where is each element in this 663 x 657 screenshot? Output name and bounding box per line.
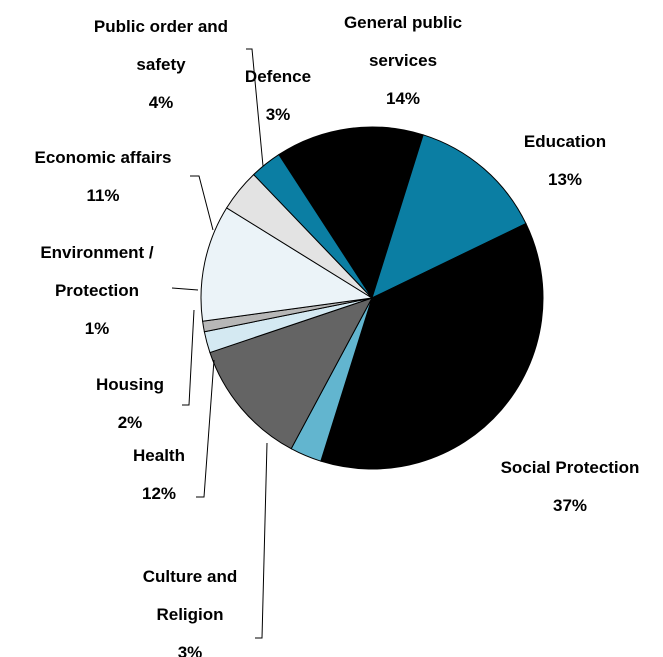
slice-name: Protection [55, 281, 139, 300]
slice-name: Economic affairs [35, 148, 172, 167]
slice-labels: General public services 14% Education 13% Soc… [35, 13, 640, 657]
slice-percent: 4% [149, 93, 174, 112]
leader-line [255, 442, 268, 639]
leader-line [190, 175, 214, 231]
slice-name: safety [136, 55, 186, 74]
pie-slice-health [209, 297, 374, 450]
slice-label: Public order and safety 4% [94, 17, 228, 112]
slice-name: services [369, 51, 437, 70]
slice-name: General public [344, 13, 462, 32]
slice-name: Religion [156, 605, 223, 624]
slice-percent: 13% [548, 170, 582, 189]
slice-label: Housing 2% [96, 375, 164, 432]
slice-name: Environment / [40, 243, 154, 262]
slice-percent: 12% [142, 484, 176, 503]
slice-label: Health 12% [133, 446, 185, 503]
pie-slices [200, 126, 544, 470]
slice-label: General public services 14% [344, 13, 462, 108]
slice-label: Education 13% [524, 132, 606, 189]
leader-line [196, 359, 215, 498]
slice-name: Health [133, 446, 185, 465]
slice-label: Defence 3% [245, 67, 311, 124]
slice-percent: 11% [86, 186, 119, 205]
leader-line [182, 309, 195, 406]
slice-name: Defence [245, 67, 311, 86]
slice-label: Environment / Protection 1% [40, 243, 154, 338]
slice-name: Education [524, 132, 606, 151]
slice-percent: 37% [553, 496, 587, 515]
pie-slice-economic-affairs [200, 207, 374, 322]
slice-name: Culture and [143, 567, 237, 586]
pie-slice-general-public-services [278, 126, 424, 300]
slice-name: Public order and [94, 17, 228, 36]
slice-percent: 14% [386, 89, 420, 108]
slice-name: Housing [96, 375, 164, 394]
slice-percent: 2% [118, 413, 143, 432]
leader-line [246, 48, 264, 167]
pie-slice-defence [252, 153, 373, 299]
leader-line [171, 287, 199, 291]
pie-slice-social-protection [320, 222, 544, 470]
slice-percent: 1% [85, 319, 110, 338]
slice-percent: 3% [178, 643, 203, 657]
leader-lines [171, 48, 268, 639]
slice-label: Culture and Religion 3% [143, 567, 237, 657]
slice-label: Economic affairs 11% [35, 148, 172, 205]
slice-label: Social Protection 37% [501, 458, 640, 515]
slice-name: Social Protection [501, 458, 640, 477]
pie-slice-education [371, 134, 527, 299]
slice-percent: 3% [266, 105, 291, 124]
